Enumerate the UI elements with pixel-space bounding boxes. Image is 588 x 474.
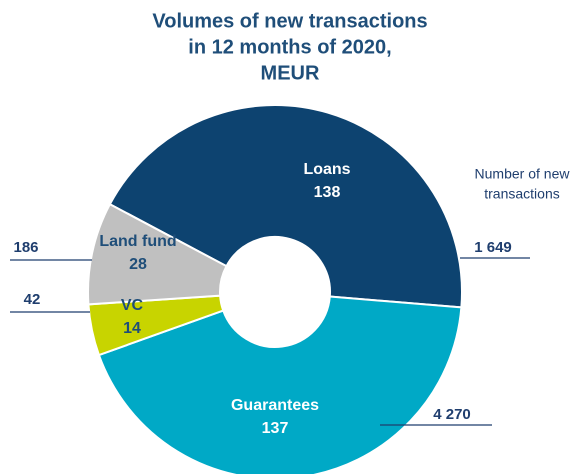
segment-label: Guarantees <box>231 397 319 414</box>
segment-value: 138 <box>314 184 341 201</box>
segment-label: Land fund <box>99 233 176 250</box>
segment-label: Loans <box>303 161 350 178</box>
annotation: Number of new <box>475 166 571 182</box>
chart-title: MEUR <box>261 62 320 84</box>
chart-title: in 12 months of 2020, <box>188 36 391 58</box>
count-label: 4 270 <box>433 406 471 423</box>
donut-segment <box>87 202 228 306</box>
segment-label: VC <box>121 297 144 314</box>
donut-segment <box>108 104 463 309</box>
segment-value: 14 <box>123 320 141 337</box>
count-label: 1 649 <box>474 239 512 256</box>
chart-title: Volumes of new transactions <box>152 10 427 32</box>
segment-value: 28 <box>129 256 147 273</box>
donut-segment <box>97 295 463 474</box>
count-label: 42 <box>24 291 41 308</box>
segment-value: 137 <box>262 420 289 437</box>
count-label: 186 <box>13 239 38 256</box>
annotation: transactions <box>484 186 559 202</box>
